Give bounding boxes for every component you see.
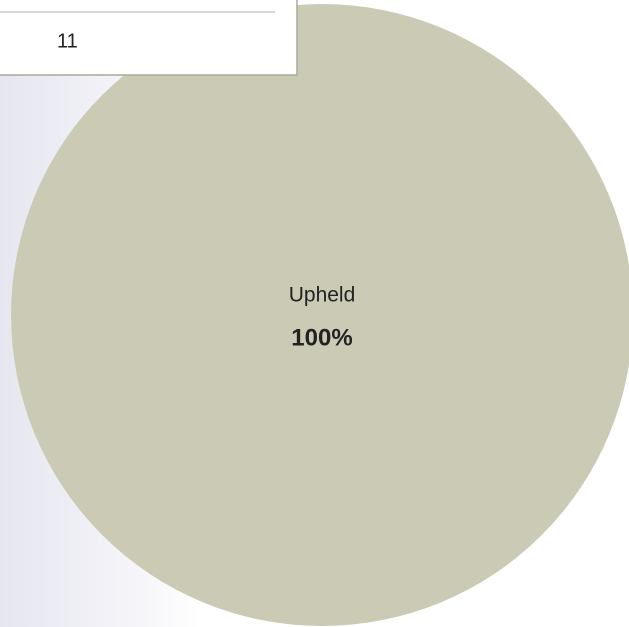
- pie-slice: [11, 4, 629, 626]
- slice-value-label: 100%: [291, 324, 352, 351]
- slice-label: Upheld: [289, 284, 356, 307]
- table: 11: [0, 0, 298, 76]
- pie: Upheld 100%: [11, 4, 629, 626]
- table-cell: 11: [57, 30, 78, 52]
- table-box: [0, 0, 298, 76]
